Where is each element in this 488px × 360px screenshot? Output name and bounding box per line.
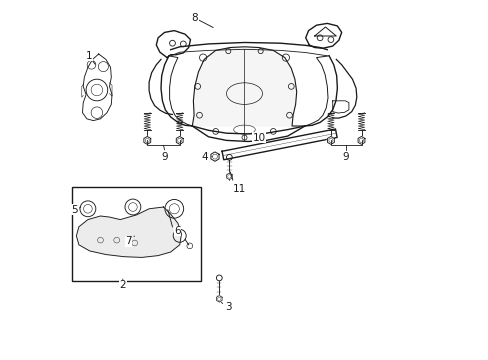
Bar [72,187,201,281]
Text: 1: 1 [85,51,95,64]
Polygon shape [305,23,341,48]
Polygon shape [161,56,192,126]
Text: 3: 3 [225,302,232,312]
Polygon shape [210,152,219,161]
Polygon shape [222,129,336,160]
Polygon shape [357,136,364,144]
Polygon shape [143,136,150,144]
Polygon shape [314,27,336,36]
Text: 4: 4 [201,152,207,162]
Text: 6: 6 [174,226,181,236]
Text: 5: 5 [71,204,78,215]
Polygon shape [76,207,181,257]
Text: 10: 10 [252,132,265,143]
Text: 9: 9 [342,152,348,162]
Polygon shape [305,56,337,126]
Polygon shape [156,31,190,58]
Polygon shape [327,136,334,144]
Polygon shape [176,136,183,144]
Polygon shape [226,173,232,180]
Text: 11: 11 [232,184,246,194]
Polygon shape [82,54,112,121]
Text: 9: 9 [161,152,167,162]
Polygon shape [192,47,305,126]
Polygon shape [216,296,222,302]
Polygon shape [79,205,97,209]
Text: 7: 7 [125,236,132,246]
Text: 2: 2 [119,279,126,290]
Text: 8: 8 [191,13,213,27]
